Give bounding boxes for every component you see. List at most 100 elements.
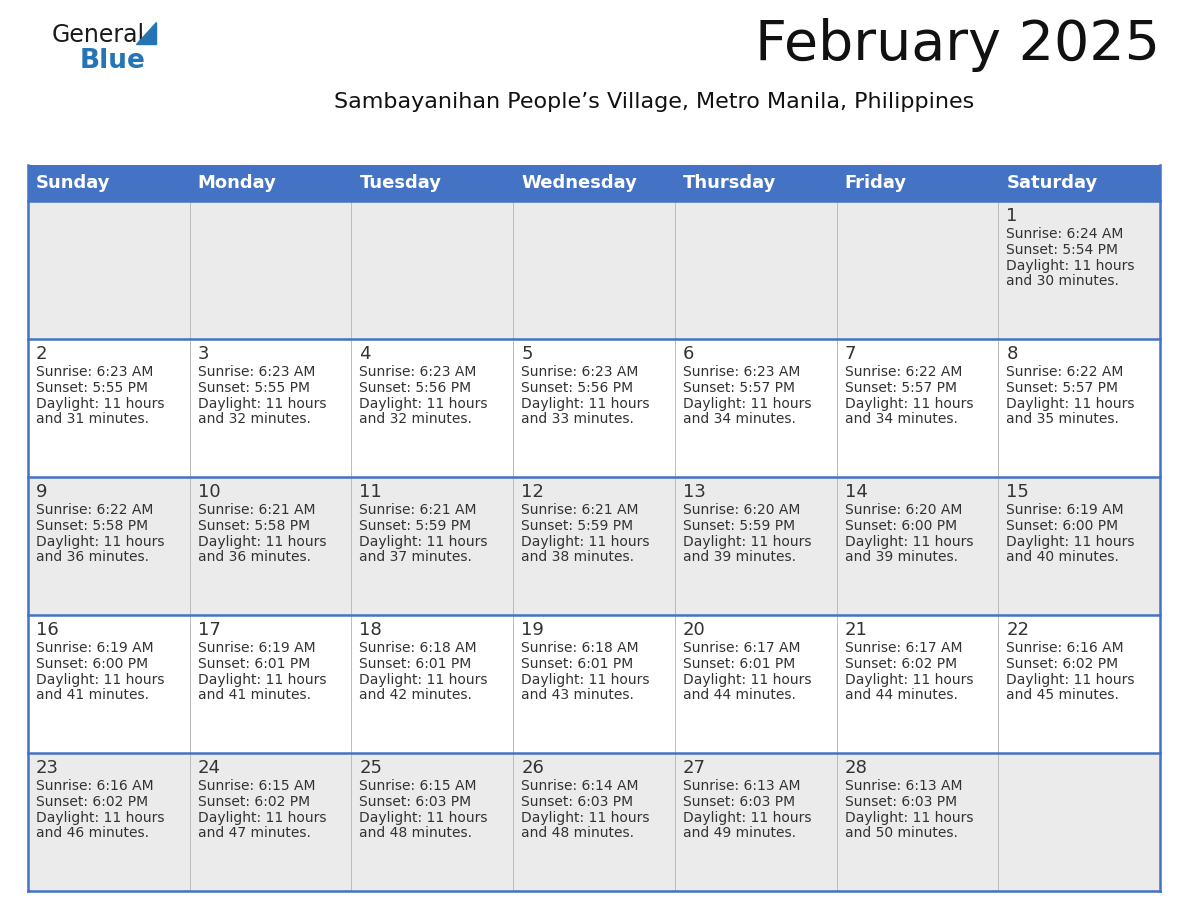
Text: Daylight: 11 hours: Daylight: 11 hours (1006, 259, 1135, 273)
Text: Sunrise: 6:19 AM: Sunrise: 6:19 AM (197, 641, 315, 655)
Bar (352, 615, 513, 753)
Text: and 44 minutes.: and 44 minutes. (683, 688, 796, 702)
Bar (29, 201, 190, 339)
Bar (352, 339, 513, 477)
Text: and 35 minutes.: and 35 minutes. (1006, 412, 1119, 426)
Text: Sunset: 6:00 PM: Sunset: 6:00 PM (36, 657, 148, 671)
Text: Sunrise: 6:22 AM: Sunrise: 6:22 AM (845, 365, 962, 379)
Bar (29, 477, 190, 615)
Text: 16: 16 (36, 621, 58, 639)
Text: Sunrise: 6:21 AM: Sunrise: 6:21 AM (360, 503, 476, 517)
Text: 11: 11 (360, 483, 383, 501)
Text: and 39 minutes.: and 39 minutes. (845, 550, 958, 564)
Text: Sunset: 6:01 PM: Sunset: 6:01 PM (360, 657, 472, 671)
Text: 13: 13 (683, 483, 706, 501)
Text: and 50 minutes.: and 50 minutes. (845, 826, 958, 840)
Text: 5: 5 (522, 345, 532, 363)
Text: Sambayanihan People’s Village, Metro Manila, Philippines: Sambayanihan People’s Village, Metro Man… (334, 92, 974, 112)
Text: General: General (52, 23, 145, 47)
Text: Sunrise: 6:19 AM: Sunrise: 6:19 AM (36, 641, 153, 655)
Text: Sunset: 5:59 PM: Sunset: 5:59 PM (360, 519, 472, 533)
Bar (675, 201, 836, 339)
Text: Sunset: 6:01 PM: Sunset: 6:01 PM (522, 657, 633, 671)
Text: Sunset: 6:01 PM: Sunset: 6:01 PM (197, 657, 310, 671)
Text: Monday: Monday (197, 174, 277, 192)
Bar (675, 165, 836, 201)
Text: 25: 25 (360, 759, 383, 777)
Text: Daylight: 11 hours: Daylight: 11 hours (522, 673, 650, 687)
Text: 19: 19 (522, 621, 544, 639)
Bar (29, 615, 190, 753)
Bar (998, 165, 1159, 201)
Text: Sunset: 6:00 PM: Sunset: 6:00 PM (1006, 519, 1118, 533)
Text: Daylight: 11 hours: Daylight: 11 hours (522, 535, 650, 549)
Bar (836, 753, 998, 891)
Bar (513, 201, 675, 339)
Text: Daylight: 11 hours: Daylight: 11 hours (360, 673, 488, 687)
Text: and 34 minutes.: and 34 minutes. (845, 412, 958, 426)
Text: Daylight: 11 hours: Daylight: 11 hours (360, 535, 488, 549)
Text: and 32 minutes.: and 32 minutes. (197, 412, 310, 426)
Text: 18: 18 (360, 621, 383, 639)
Text: February 2025: February 2025 (756, 18, 1159, 72)
Text: and 45 minutes.: and 45 minutes. (1006, 688, 1119, 702)
Bar (352, 201, 513, 339)
Text: Sunset: 6:02 PM: Sunset: 6:02 PM (1006, 657, 1118, 671)
Text: Sunrise: 6:15 AM: Sunrise: 6:15 AM (360, 779, 476, 793)
Bar (675, 615, 836, 753)
Text: Sunrise: 6:14 AM: Sunrise: 6:14 AM (522, 779, 639, 793)
Text: Daylight: 11 hours: Daylight: 11 hours (1006, 535, 1135, 549)
Text: Sunrise: 6:18 AM: Sunrise: 6:18 AM (360, 641, 478, 655)
Text: Daylight: 11 hours: Daylight: 11 hours (360, 397, 488, 411)
Bar (836, 477, 998, 615)
Text: and 48 minutes.: and 48 minutes. (360, 826, 473, 840)
Text: Sunrise: 6:24 AM: Sunrise: 6:24 AM (1006, 227, 1124, 241)
Text: Daylight: 11 hours: Daylight: 11 hours (36, 811, 164, 825)
Text: Sunday: Sunday (36, 174, 110, 192)
Text: and 36 minutes.: and 36 minutes. (197, 550, 311, 564)
Text: 21: 21 (845, 621, 867, 639)
Text: 24: 24 (197, 759, 221, 777)
Text: 28: 28 (845, 759, 867, 777)
Text: and 34 minutes.: and 34 minutes. (683, 412, 796, 426)
Text: Daylight: 11 hours: Daylight: 11 hours (36, 535, 164, 549)
Text: 17: 17 (197, 621, 221, 639)
Polygon shape (135, 22, 156, 44)
Text: and 49 minutes.: and 49 minutes. (683, 826, 796, 840)
Text: Sunset: 5:56 PM: Sunset: 5:56 PM (522, 381, 633, 395)
Bar (836, 339, 998, 477)
Bar (836, 615, 998, 753)
Text: 20: 20 (683, 621, 706, 639)
Text: Sunset: 6:03 PM: Sunset: 6:03 PM (845, 795, 956, 809)
Text: Sunrise: 6:23 AM: Sunrise: 6:23 AM (683, 365, 801, 379)
Text: Sunset: 6:01 PM: Sunset: 6:01 PM (683, 657, 795, 671)
Text: and 39 minutes.: and 39 minutes. (683, 550, 796, 564)
Text: Sunrise: 6:19 AM: Sunrise: 6:19 AM (1006, 503, 1124, 517)
Bar (998, 753, 1159, 891)
Bar (513, 339, 675, 477)
Bar (836, 165, 998, 201)
Text: Sunset: 5:57 PM: Sunset: 5:57 PM (845, 381, 956, 395)
Text: Sunrise: 6:23 AM: Sunrise: 6:23 AM (36, 365, 153, 379)
Text: Sunrise: 6:13 AM: Sunrise: 6:13 AM (683, 779, 801, 793)
Text: 14: 14 (845, 483, 867, 501)
Text: Daylight: 11 hours: Daylight: 11 hours (36, 397, 164, 411)
Bar (190, 615, 352, 753)
Text: 1: 1 (1006, 207, 1018, 225)
Text: and 38 minutes.: and 38 minutes. (522, 550, 634, 564)
Bar (513, 165, 675, 201)
Bar (513, 753, 675, 891)
Text: Daylight: 11 hours: Daylight: 11 hours (197, 535, 327, 549)
Text: Sunset: 6:03 PM: Sunset: 6:03 PM (683, 795, 795, 809)
Bar (513, 477, 675, 615)
Text: and 43 minutes.: and 43 minutes. (522, 688, 634, 702)
Text: Sunrise: 6:23 AM: Sunrise: 6:23 AM (197, 365, 315, 379)
Bar (998, 615, 1159, 753)
Text: Sunset: 5:55 PM: Sunset: 5:55 PM (36, 381, 148, 395)
Text: Saturday: Saturday (1006, 174, 1098, 192)
Text: Daylight: 11 hours: Daylight: 11 hours (683, 673, 811, 687)
Text: Sunrise: 6:16 AM: Sunrise: 6:16 AM (1006, 641, 1124, 655)
Text: Sunset: 6:03 PM: Sunset: 6:03 PM (522, 795, 633, 809)
Text: 10: 10 (197, 483, 220, 501)
Text: and 47 minutes.: and 47 minutes. (197, 826, 310, 840)
